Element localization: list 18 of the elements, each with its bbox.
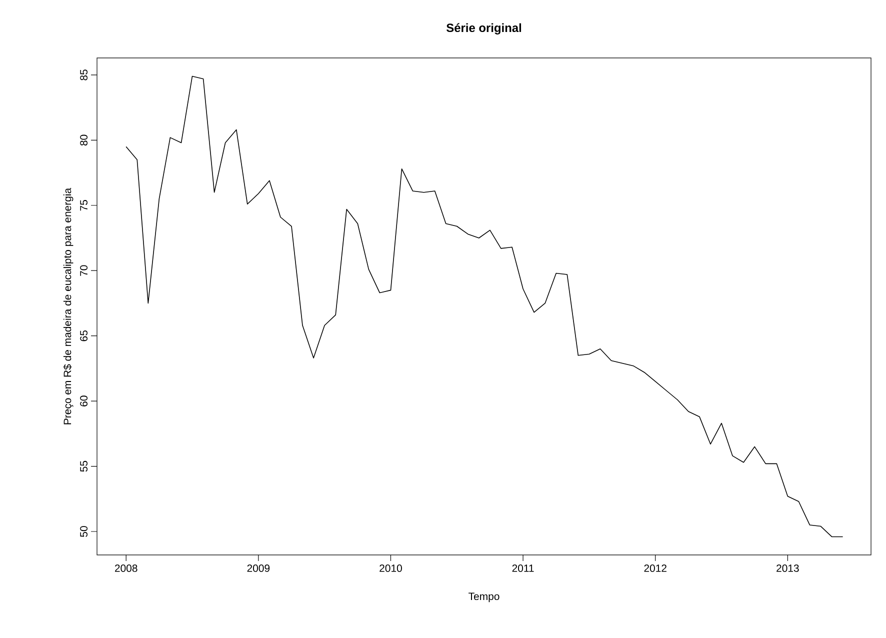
- x-tick-label: 2012: [644, 564, 666, 572]
- x-tick-label: 2010: [380, 564, 402, 572]
- y-tick-label: 65: [80, 330, 88, 342]
- y-tick-label: 50: [80, 526, 88, 537]
- x-tick-label: 2011: [512, 564, 534, 572]
- y-tick-label: 80: [80, 134, 88, 146]
- x-tick-label: 2013: [776, 564, 799, 572]
- y-tick-label: 60: [80, 396, 88, 406]
- y-tick-label: 85: [80, 70, 88, 80]
- x-axis-title: Tempo: [468, 592, 500, 602]
- y-axis-title: Preço em R$ de madeira de eucalipto para energia: [63, 188, 74, 424]
- y-tick-label: 70: [80, 265, 88, 276]
- y-tick-label: 55: [80, 460, 88, 472]
- line-series: [126, 76, 844, 538]
- chart-title: Série original: [446, 23, 522, 34]
- x-tick-label: 2008: [114, 564, 138, 572]
- y-tick-label: 75: [80, 200, 88, 211]
- x-tick-label: 2009: [247, 564, 270, 572]
